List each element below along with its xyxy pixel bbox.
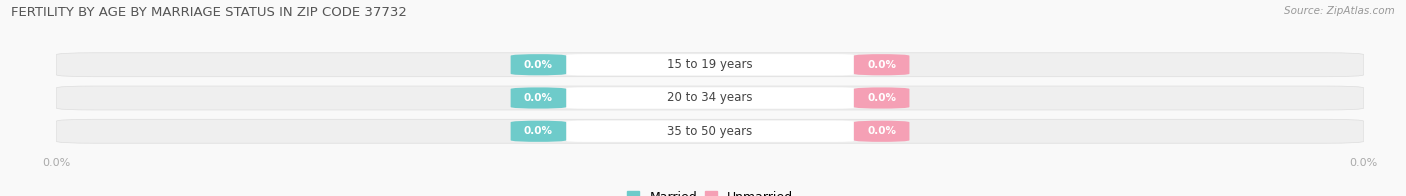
Text: 20 to 34 years: 20 to 34 years (668, 92, 752, 104)
FancyBboxPatch shape (510, 121, 567, 142)
Text: 0.0%: 0.0% (524, 60, 553, 70)
FancyBboxPatch shape (567, 121, 853, 142)
Text: 0.0%: 0.0% (868, 60, 896, 70)
Text: 35 to 50 years: 35 to 50 years (668, 125, 752, 138)
Text: 15 to 19 years: 15 to 19 years (668, 58, 752, 71)
Text: 0.0%: 0.0% (524, 93, 553, 103)
Text: 0.0%: 0.0% (868, 93, 896, 103)
FancyBboxPatch shape (56, 119, 1364, 143)
Text: 0.0%: 0.0% (524, 126, 553, 136)
FancyBboxPatch shape (510, 54, 567, 75)
FancyBboxPatch shape (567, 54, 853, 75)
FancyBboxPatch shape (853, 54, 910, 75)
Text: 0.0%: 0.0% (868, 126, 896, 136)
FancyBboxPatch shape (56, 86, 1364, 110)
Text: Source: ZipAtlas.com: Source: ZipAtlas.com (1284, 6, 1395, 16)
Legend: Married, Unmarried: Married, Unmarried (627, 191, 793, 196)
FancyBboxPatch shape (56, 53, 1364, 77)
FancyBboxPatch shape (853, 87, 910, 109)
Text: FERTILITY BY AGE BY MARRIAGE STATUS IN ZIP CODE 37732: FERTILITY BY AGE BY MARRIAGE STATUS IN Z… (11, 6, 408, 19)
FancyBboxPatch shape (853, 121, 910, 142)
FancyBboxPatch shape (510, 87, 567, 109)
FancyBboxPatch shape (567, 87, 853, 109)
